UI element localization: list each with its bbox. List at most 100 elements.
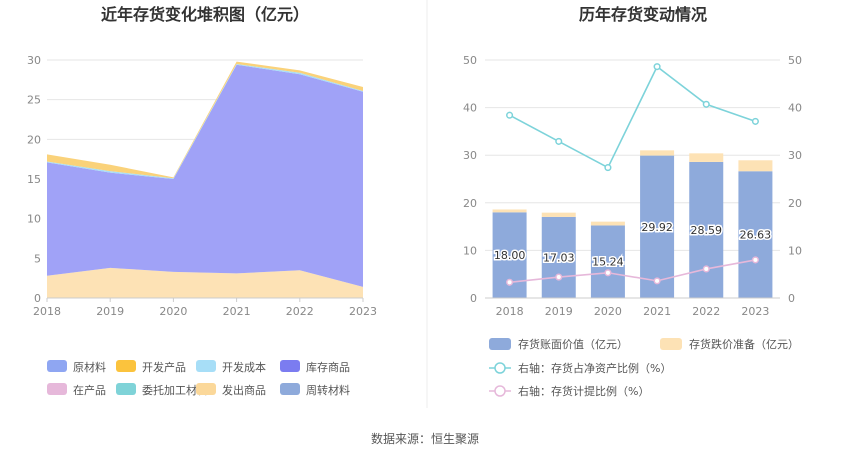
right-chart-legend: 存货账面价值（亿元） 存货跌价准备（亿元） 右轴：存货占净资产比例（%） 右轴：存货计… — [489, 337, 799, 398]
right-legend-swatch-0 — [489, 338, 511, 350]
right-xtick-2019: 2019 — [545, 305, 573, 318]
left-ytick-10: 10 — [27, 213, 41, 226]
left-ytick-30: 30 — [27, 54, 41, 67]
left-legend-swatch-开发成本 — [196, 360, 216, 372]
right-ytick-left-20: 20 — [463, 197, 477, 210]
bar-存货账面价值（亿元）-2020 — [590, 225, 625, 298]
point-右轴：存货占净资产比例（%）-2020 — [604, 164, 612, 172]
left-legend-swatch-开发产品 — [116, 360, 136, 372]
left-legend-swatch-在产品 — [47, 383, 67, 395]
bar-存货账面价值（亿元）-2022 — [689, 161, 724, 298]
left-legend-label-委托加工材料: 委托加工材料 — [142, 383, 208, 397]
point-右轴：存货计提比例（%）-2021 — [653, 277, 661, 285]
right-ytick-left-50: 50 — [463, 54, 477, 67]
right-legend-swatch-1 — [660, 338, 682, 350]
left-legend-label-在产品: 在产品 — [73, 383, 106, 397]
left-legend-label-库存商品: 库存商品 — [306, 360, 350, 374]
bar-存货跌价准备（亿元）-2022 — [689, 153, 724, 162]
left-legend-swatch-周转材料 — [280, 383, 300, 395]
right-xtick-2020: 2020 — [594, 305, 622, 318]
right-xtick-2018: 2018 — [496, 305, 524, 318]
right-ytick-right-50: 50 — [788, 54, 802, 67]
right-ytick-left-0: 0 — [470, 292, 477, 305]
right-ytick-right-20: 20 — [788, 197, 802, 210]
left-xtick-2019: 2019 — [96, 305, 124, 318]
point-右轴：存货占净资产比例（%）-2018 — [506, 111, 514, 119]
right-ytick-right-10: 10 — [788, 244, 802, 257]
right-chart-bars: 18.00 17.03 15.24 29.92 28.59 26.63 — [492, 150, 773, 298]
left-legend-item-周转材料: 周转材料 — [280, 383, 350, 397]
area-库存商品 — [47, 64, 363, 287]
bar-value-label-2021: 29.92 — [641, 221, 673, 234]
area-开发产品 — [47, 61, 363, 179]
right-ytick-left-30: 30 — [463, 149, 477, 162]
right-legend-label-0: 存货账面价值（亿元） — [518, 337, 628, 351]
left-legend-label-发出商品: 发出商品 — [222, 383, 266, 397]
point-右轴：存货计提比例（%）-2019 — [555, 273, 563, 281]
right-chart-grid — [485, 59, 780, 299]
left-legend-swatch-原材料 — [47, 360, 67, 372]
left-legend-swatch-委托加工材料 — [116, 383, 136, 395]
right-legend-label-3: 右轴：存货计提比例（%） — [518, 384, 649, 398]
left-xtick-2020: 2020 — [159, 305, 187, 318]
bar-存货账面价值（亿元）-2021 — [640, 155, 675, 298]
right-xtick-2022: 2022 — [692, 305, 720, 318]
left-ytick-5: 5 — [34, 252, 41, 265]
right-chart-axis: 0 10 20 30 40 50 0 10 20 30 40 50 2018 2019 2020 2021 20… — [463, 54, 802, 318]
left-legend-item-原材料: 原材料 — [47, 360, 106, 374]
left-ytick-20: 20 — [27, 133, 41, 146]
left-legend-item-开发产品: 开发产品 — [116, 360, 186, 374]
bar-存货跌价准备（亿元）-2021 — [640, 150, 675, 156]
right-legend-item-2: 右轴：存货占净资产比例（%） — [489, 361, 671, 375]
left-xtick-2018: 2018 — [33, 305, 61, 318]
bar-value-label-2023: 26.63 — [740, 229, 772, 242]
bar-value-label-2020: 15.24 — [592, 256, 624, 269]
right-ytick-left-10: 10 — [463, 244, 477, 257]
left-ytick-15: 15 — [27, 173, 41, 186]
point-右轴：存货计提比例（%）-2020 — [604, 269, 612, 277]
right-legend-label-2: 右轴：存货占净资产比例（%） — [518, 361, 671, 375]
left-ytick-25: 25 — [27, 94, 41, 107]
point-右轴：存货占净资产比例（%）-2019 — [555, 137, 563, 145]
right-ytick-right-40: 40 — [788, 102, 802, 115]
area-发出商品 — [47, 267, 363, 298]
data-source: 数据来源：恒生聚源 — [371, 431, 479, 446]
bar-存货跌价准备（亿元）-2020 — [590, 221, 625, 226]
left-legend-label-周转材料: 周转材料 — [306, 383, 350, 397]
left-legend-label-原材料: 原材料 — [73, 360, 106, 374]
right-ytick-left-40: 40 — [463, 102, 477, 115]
left-legend-item-在产品: 在产品 — [47, 383, 106, 397]
right-xtick-2023: 2023 — [741, 305, 769, 318]
left-chart-title: 近年存货变化堆积图（亿元） — [101, 5, 309, 24]
right-chart-title: 历年存货变动情况 — [579, 5, 707, 24]
left-legend-item-发出商品: 发出商品 — [196, 383, 266, 397]
bar-value-label-2018: 18.00 — [494, 249, 526, 262]
right-ytick-right-0: 0 — [788, 292, 795, 305]
right-ytick-right-30: 30 — [788, 149, 802, 162]
left-legend-item-委托加工材料: 委托加工材料 — [116, 383, 208, 397]
area-开发成本 — [47, 63, 363, 179]
point-右轴：存货占净资产比例（%）-2022 — [702, 100, 710, 108]
right-legend-item-0: 存货账面价值（亿元） — [489, 337, 628, 351]
point-右轴：存货计提比例（%）-2022 — [702, 265, 710, 273]
left-ytick-0: 0 — [34, 292, 41, 305]
left-xtick-2021: 2021 — [223, 305, 251, 318]
bar-value-label-2022: 28.59 — [691, 224, 723, 237]
left-chart-areas — [47, 61, 363, 298]
point-右轴：存货占净资产比例（%）-2023 — [751, 117, 759, 125]
line-右轴：存货计提比例（%） — [509, 259, 756, 284]
bar-value-label-2019: 17.03 — [543, 251, 575, 264]
left-xtick-2022: 2022 — [286, 305, 314, 318]
right-chart-lines — [506, 63, 759, 286]
line-右轴：存货占净资产比例（%） — [509, 65, 756, 169]
left-legend-item-库存商品: 库存商品 — [280, 360, 350, 374]
left-chart-axis: 0 5 10 15 20 25 30 2018 2019 2020 2021 2022 2023 — [27, 54, 377, 318]
left-legend-label-开发成本: 开发成本 — [222, 360, 266, 374]
left-legend-label-开发产品: 开发产品 — [142, 360, 186, 374]
right-xtick-2021: 2021 — [643, 305, 671, 318]
left-legend-item-开发成本: 开发成本 — [196, 360, 266, 374]
bar-存货跌价准备（亿元）-2018 — [492, 209, 527, 213]
bar-存货跌价准备（亿元）-2019 — [541, 212, 576, 217]
point-右轴：存货计提比例（%）-2023 — [751, 256, 759, 264]
